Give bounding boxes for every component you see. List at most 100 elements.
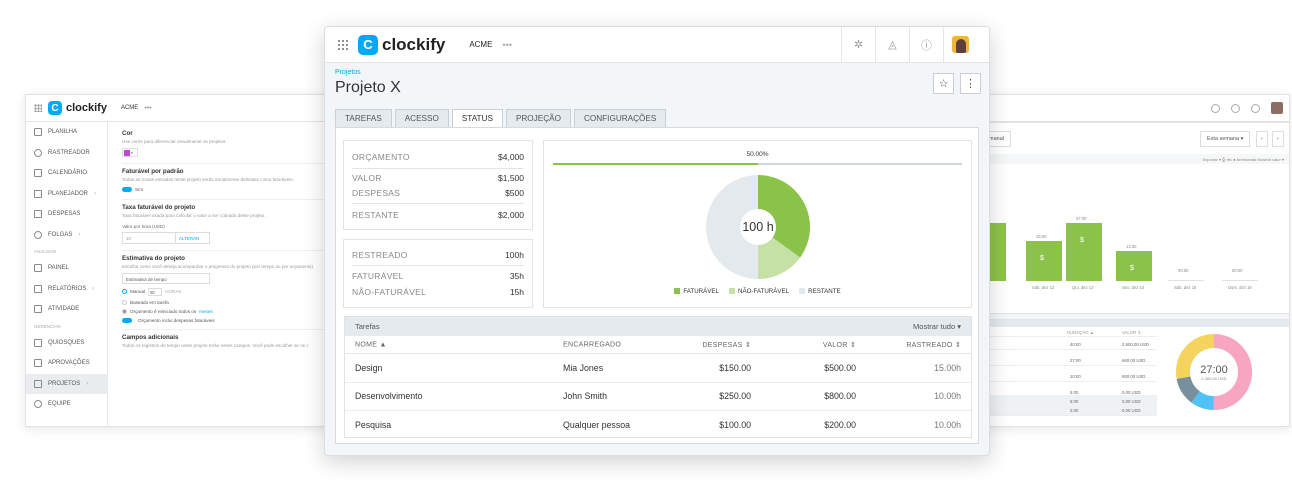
summary-row[interactable]: 10:00 650,00 USD (982, 370, 1157, 382)
logo[interactable]: C clockify (48, 101, 107, 115)
workspace-menu-icon[interactable]: ••• (144, 104, 152, 112)
duration-header[interactable]: DURAÇÃO ▲ (1067, 330, 1094, 335)
manual-radio[interactable] (122, 289, 127, 295)
billable-desc: Todas as novas entradas neste projeto se… (122, 177, 294, 182)
row-value: 660,00 USD (1122, 358, 1146, 363)
manual-label: Manual (130, 289, 146, 295)
profile-button[interactable] (943, 27, 977, 62)
column-amount[interactable]: VALOR ⇕ (822, 341, 856, 349)
chart-bar[interactable] (1116, 251, 1152, 281)
nonbillable-value: 15h (509, 287, 524, 297)
expense-toggle[interactable] (122, 317, 132, 323)
column-tracked[interactable]: RASTREADO ⇕ (906, 341, 961, 349)
donut-slice-2 (706, 175, 758, 279)
chevron-right-icon: › (78, 231, 81, 238)
chart-bar[interactable] (1066, 223, 1102, 281)
reset-period-link[interactable]: meses (199, 308, 213, 314)
puzzle-icon[interactable] (1211, 103, 1220, 113)
apps-grid-icon[interactable] (337, 39, 348, 50)
workspace-menu-icon[interactable]: ••• (502, 39, 512, 50)
chart-bar[interactable] (986, 223, 1006, 281)
chart-bar[interactable] (1026, 241, 1062, 281)
next-week-button[interactable]: › (1272, 131, 1284, 147)
rate-input[interactable]: 10 (122, 231, 176, 244)
sidebar-item-aprovacoes[interactable]: APROVAÇÕES (26, 353, 107, 374)
legend-swatch (728, 288, 735, 294)
tab-projecao[interactable]: PROJEÇÃO (505, 109, 571, 128)
summary-row[interactable]: 27:00 660,00 USD (982, 354, 1157, 366)
reset-checkbox[interactable] (122, 308, 127, 314)
tab-tarefas[interactable]: TAREFAS (335, 109, 392, 128)
workspace-name[interactable]: ACME (469, 40, 493, 49)
avatar (952, 36, 969, 53)
remaining-label: RESTANTE (352, 210, 400, 220)
sidebar-item-quiosques[interactable]: QUIOSQUES (26, 333, 107, 354)
billable-toggle[interactable] (122, 187, 132, 192)
tasks-title: Tarefas (355, 322, 380, 331)
column-name[interactable]: NOME ▲ (355, 341, 387, 348)
divider (352, 168, 524, 169)
sidebar-item-relatorios[interactable]: RELATÓRIOS › (26, 279, 107, 300)
breadcrumb[interactable]: Projetos (335, 69, 361, 76)
sidebar-item-label: EQUIPE (48, 401, 71, 408)
sidebar-item-projetos[interactable]: PROJETOS › (26, 373, 107, 394)
sidebar-item-planilha[interactable]: PLANILHA (26, 122, 107, 143)
sidebar-item-despesas[interactable]: DESPESAS (26, 204, 107, 225)
column-expenses[interactable]: DESPESAS ⇕ (702, 341, 751, 349)
settings-window: C clockify ACME ••• PLANILHA RASTREADOR … (25, 94, 340, 427)
sidebar-item-atividade[interactable]: ATIVIDADE (26, 299, 107, 320)
summary-card: DURAÇÃO ▲ VALOR ⇕ 40:00 2.600,00 USD 27:00… (981, 319, 1289, 426)
value-header[interactable]: VALOR ⇕ (1122, 330, 1142, 335)
help-icon[interactable]: ⓘ (909, 27, 943, 62)
apps-grid-icon[interactable] (34, 104, 42, 112)
row-value: 2.600,00 USD (1122, 342, 1149, 347)
sidebar-item-label: PLANEJADOR (48, 190, 89, 197)
table-row[interactable]: Desenvolvimento John Smith $250.00 $800.… (345, 383, 971, 411)
show-all-button[interactable]: Mostrar tudo ▾ (913, 322, 961, 331)
activity-icon (34, 305, 42, 314)
sidebar-item-equipe[interactable]: EQUIPE (26, 394, 107, 415)
chart-toolbar: Exportar ▾ ⎙ ⋘ ● Arredondar Mostrar valo… (982, 154, 1289, 164)
legend-label: RESTANTE (808, 288, 841, 295)
puzzle-icon[interactable]: ✲ (841, 27, 875, 62)
donut-value: 2.380,00 USD (1201, 376, 1226, 381)
favorite-button[interactable]: ☆ (933, 73, 954, 94)
bell-icon[interactable]: ◬ (875, 27, 909, 62)
row-duration: 2:00 (1070, 408, 1079, 413)
sidebar-item-painel[interactable]: PAINEL (26, 258, 107, 279)
chart-card: manal Esta semana ▾ ‹ › Exportar ▾ ⎙ ⋘ ●… (981, 122, 1289, 314)
reports-icon (34, 284, 42, 293)
date-range-select[interactable]: Esta semana ▾ (1200, 131, 1251, 147)
logo[interactable]: C clockify (358, 34, 445, 55)
chart-bar[interactable] (1168, 280, 1204, 281)
tab-configuracoes[interactable]: CONFIGURAÇÕES (573, 109, 667, 128)
sidebar-item-label: ATIVIDADE (48, 306, 80, 313)
section-label-analyze: ANALISAR (34, 249, 57, 254)
dashboard-icon (34, 264, 42, 273)
estimate-select[interactable]: Estimativa de tempo (122, 272, 210, 284)
avatar[interactable] (1271, 102, 1283, 114)
column-assignee[interactable]: ENCARREGADO (563, 341, 622, 348)
tab-acesso[interactable]: ACESSO (394, 109, 449, 128)
tab-status[interactable]: STATUS (451, 109, 503, 128)
table-row[interactable]: Pesquisa Qualquer pessoa $100.00 $200.00… (345, 411, 971, 440)
sidebar-item-folgas[interactable]: FOLGAS › (26, 225, 107, 246)
sidebar-item-calendario[interactable]: CALENDÁRIO (26, 163, 107, 184)
task-based-radio[interactable] (122, 299, 127, 305)
help-icon[interactable] (1251, 103, 1260, 113)
sidebar-item-rastreador[interactable]: RASTREADOR (26, 143, 107, 164)
color-picker[interactable]: ▾ (122, 148, 138, 157)
sidebar-item-planejador[interactable]: PLANEJADOR › (26, 184, 107, 205)
summary-row[interactable]: 40:00 2.600,00 USD (982, 338, 1157, 350)
table-row[interactable]: Design Mia Jones $150.00 $500.00 15.00h (345, 354, 971, 383)
row-duration: 5:00 (1070, 399, 1079, 404)
prev-week-button[interactable]: ‹ (1256, 131, 1268, 147)
estimate-input[interactable]: 50 (148, 287, 163, 296)
bell-icon[interactable] (1231, 103, 1240, 113)
change-rate-button[interactable]: ALTERAR (176, 231, 210, 244)
summary-row[interactable]: 2:00 0,00 USD (982, 404, 1157, 416)
workspace-name[interactable]: ACME (120, 105, 139, 111)
more-options-button[interactable]: ⋮ (960, 73, 981, 94)
chart-bar[interactable] (1222, 280, 1258, 281)
color-swatch (124, 149, 130, 156)
